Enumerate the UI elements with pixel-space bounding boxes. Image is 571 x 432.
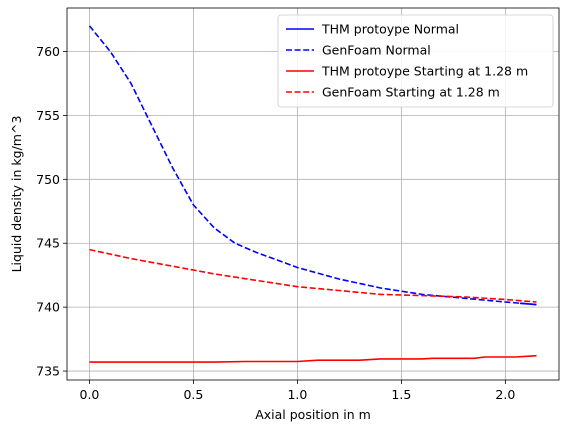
legend-entry-label: THM protoype Starting at 1.28 m (321, 64, 528, 79)
x-tick-label: 0.5 (183, 387, 203, 402)
y-axis-label: Liquid density in kg/m^3 (9, 116, 24, 273)
series-lines (88, 25, 537, 363)
x-tick-label: 1.5 (391, 387, 411, 402)
x-tick-label: 1.0 (287, 387, 307, 402)
x-tick-label: 2.0 (495, 387, 515, 402)
y-tick-label: 740 (36, 300, 60, 315)
legend-entry-label: GenFoam Starting at 1.28 m (322, 85, 500, 100)
legend-box (277, 14, 554, 108)
y-tick-label: 760 (36, 44, 60, 59)
axis-ticks: 0.0 0.5 1.0 1.5 2.0 735 740 745 750 755 760 (36, 44, 515, 402)
legend: THM protoype Normal GenFoam Normal THM pro… (277, 14, 554, 108)
y-tick-label: 750 (36, 172, 60, 187)
series-line-3 (89, 354, 537, 363)
series-line-2 (88, 25, 537, 306)
series-line-4 (89, 248, 537, 303)
x-tick-label: 0.0 (80, 387, 100, 402)
y-tick-label: 755 (36, 108, 60, 123)
x-axis-label: Axial position in m (255, 407, 371, 422)
legend-entry-label: GenFoam Normal (322, 43, 431, 58)
y-tick-label: 735 (36, 364, 60, 379)
y-tick-label: 745 (36, 236, 60, 251)
plot-frame (66, 7, 560, 381)
legend-entry-label: THM protoype Normal (321, 22, 459, 37)
